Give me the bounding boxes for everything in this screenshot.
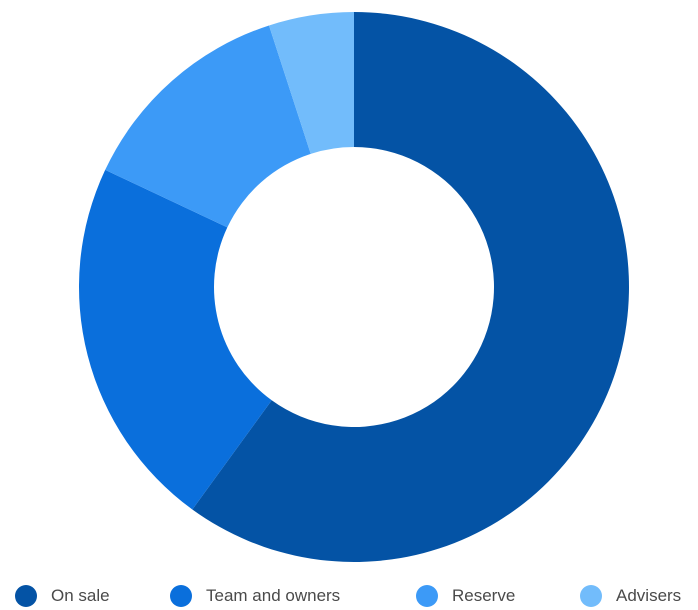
legend-swatch-reserve: [416, 585, 438, 607]
slice-on-sale[interactable]: [192, 12, 629, 562]
legend-item-team-and-owners[interactable]: Team and owners: [170, 583, 340, 609]
legend-item-on-sale[interactable]: On sale: [15, 583, 110, 609]
legend-item-reserve[interactable]: Reserve: [416, 583, 515, 609]
slices: [78, 12, 629, 562]
legend-label-reserve: Reserve: [452, 586, 516, 605]
donut-chart: [78, 12, 629, 562]
slice-reserve[interactable]: [105, 25, 311, 228]
legend: On sale Team and owners Reserve Advisers: [0, 583, 698, 610]
legend-swatch-team-and-owners: [170, 585, 192, 607]
legend-swatch-advisers: [580, 585, 602, 607]
legend-label-team-and-owners: Team and owners: [206, 586, 341, 605]
legend-label-advisers: Advisers: [616, 586, 682, 605]
slice-advisers[interactable]: [269, 12, 354, 154]
legend-label-on-sale: On sale: [51, 586, 110, 605]
legend-item-advisers[interactable]: Advisers: [580, 583, 681, 609]
slice-team-and-owners[interactable]: [78, 169, 272, 510]
legend-swatch-on-sale: [15, 585, 37, 607]
